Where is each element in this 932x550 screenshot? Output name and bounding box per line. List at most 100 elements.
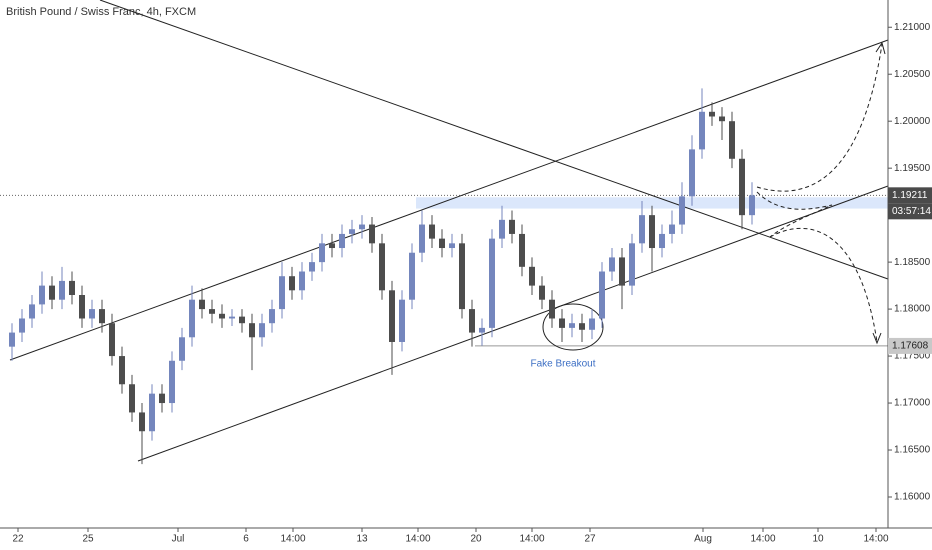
candle-body <box>39 285 45 305</box>
candle-body <box>219 313 225 319</box>
candle-body <box>639 215 645 244</box>
candle-body <box>739 158 745 216</box>
candle-body <box>319 243 325 263</box>
candle-body <box>79 295 85 319</box>
back-layer <box>0 194 888 347</box>
x-tick-label: 10 <box>812 534 824 545</box>
y-tick-label: 1.16500 <box>894 445 931 456</box>
candle-body <box>679 196 685 225</box>
candle-body <box>129 384 135 413</box>
candle-body <box>349 229 355 234</box>
current-price-label: 1.19211 <box>892 190 928 201</box>
level-badge <box>888 337 932 354</box>
candle-body <box>609 257 615 272</box>
x-tick-label: 25 <box>82 534 94 545</box>
circle-marker <box>542 303 604 351</box>
candle-body <box>399 299 405 342</box>
candle-body <box>249 323 255 338</box>
candle-body <box>339 233 345 249</box>
x-tick-label: 27 <box>584 534 596 545</box>
candle-body <box>409 252 415 300</box>
trend-lines <box>9 0 889 462</box>
countdown-label: 03:57:14 <box>892 206 931 217</box>
candle-body <box>359 224 365 230</box>
candle-body <box>269 309 275 324</box>
x-tick-label: 20 <box>470 534 482 545</box>
level-label: 1.17608 <box>892 341 929 352</box>
candle-body <box>259 323 265 338</box>
candle-body <box>209 309 215 314</box>
candle-body <box>649 215 655 249</box>
candle-body <box>689 149 695 197</box>
candle-body <box>729 121 735 159</box>
candle-body <box>389 290 395 342</box>
candle-body <box>519 233 525 267</box>
candle-body <box>49 285 55 300</box>
candle-body <box>499 219 505 239</box>
candle-body <box>289 276 295 291</box>
candle-body <box>529 266 535 286</box>
candle-body <box>329 243 335 249</box>
candle-body <box>379 243 385 291</box>
candle-body <box>89 309 95 319</box>
candle-body <box>579 323 585 330</box>
x-tick-label: 6 <box>243 534 249 545</box>
projection-retest <box>756 191 833 238</box>
candle-body <box>369 224 375 244</box>
y-tick-label: 1.16000 <box>894 492 931 503</box>
candle-body <box>559 318 565 328</box>
candle-body <box>699 111 705 150</box>
candle-body <box>109 323 115 357</box>
candle-body <box>429 224 435 239</box>
candle-body <box>569 323 575 328</box>
x-tick-label: 22 <box>12 534 24 545</box>
candle-body <box>279 276 285 310</box>
candle-body <box>19 318 25 333</box>
candle-body <box>199 299 205 310</box>
candle-body <box>239 316 245 324</box>
candle-body <box>669 224 675 234</box>
candle-body <box>479 327 485 333</box>
arrowhead <box>875 41 886 55</box>
candle-body <box>719 116 725 122</box>
descending-line <box>99 0 889 280</box>
candle-body <box>299 271 305 291</box>
candle-body <box>139 412 145 432</box>
candle-body <box>189 299 195 338</box>
x-tick-label: 14:00 <box>519 534 544 545</box>
y-tick-label: 1.18500 <box>894 257 931 268</box>
projection-up <box>756 43 883 192</box>
candle-body <box>439 238 445 249</box>
y-tick-label: 1.17500 <box>894 351 931 362</box>
candle-body <box>709 111 715 117</box>
candle-body <box>59 280 65 300</box>
candle-body <box>99 309 105 324</box>
candle-body <box>659 233 665 249</box>
countdown-badge <box>888 203 932 220</box>
channel-upper <box>9 39 889 361</box>
arrowhead <box>872 332 882 345</box>
candle-body <box>749 195 755 216</box>
candle-body <box>179 337 185 361</box>
candle-body <box>539 285 545 300</box>
candle-body <box>619 257 625 286</box>
x-tick-label: Jul <box>172 534 185 545</box>
y-tick-label: 1.18000 <box>894 304 931 315</box>
candle-body <box>489 238 495 328</box>
x-tick-label: 14:00 <box>750 534 775 545</box>
candle-body <box>309 262 315 272</box>
y-tick-label: 1.20000 <box>894 116 931 127</box>
candle-body <box>599 271 605 319</box>
y-tick-label: 1.20500 <box>894 69 931 80</box>
candle-body <box>159 393 165 404</box>
candle-body <box>449 243 455 249</box>
channel-lower <box>137 185 889 462</box>
candle-body <box>589 318 595 330</box>
x-tick-label: Aug <box>694 534 712 545</box>
candles <box>9 88 755 465</box>
y-tick-label: 1.21000 <box>894 22 931 33</box>
supply-zone <box>416 197 888 209</box>
candle-body <box>9 332 15 347</box>
